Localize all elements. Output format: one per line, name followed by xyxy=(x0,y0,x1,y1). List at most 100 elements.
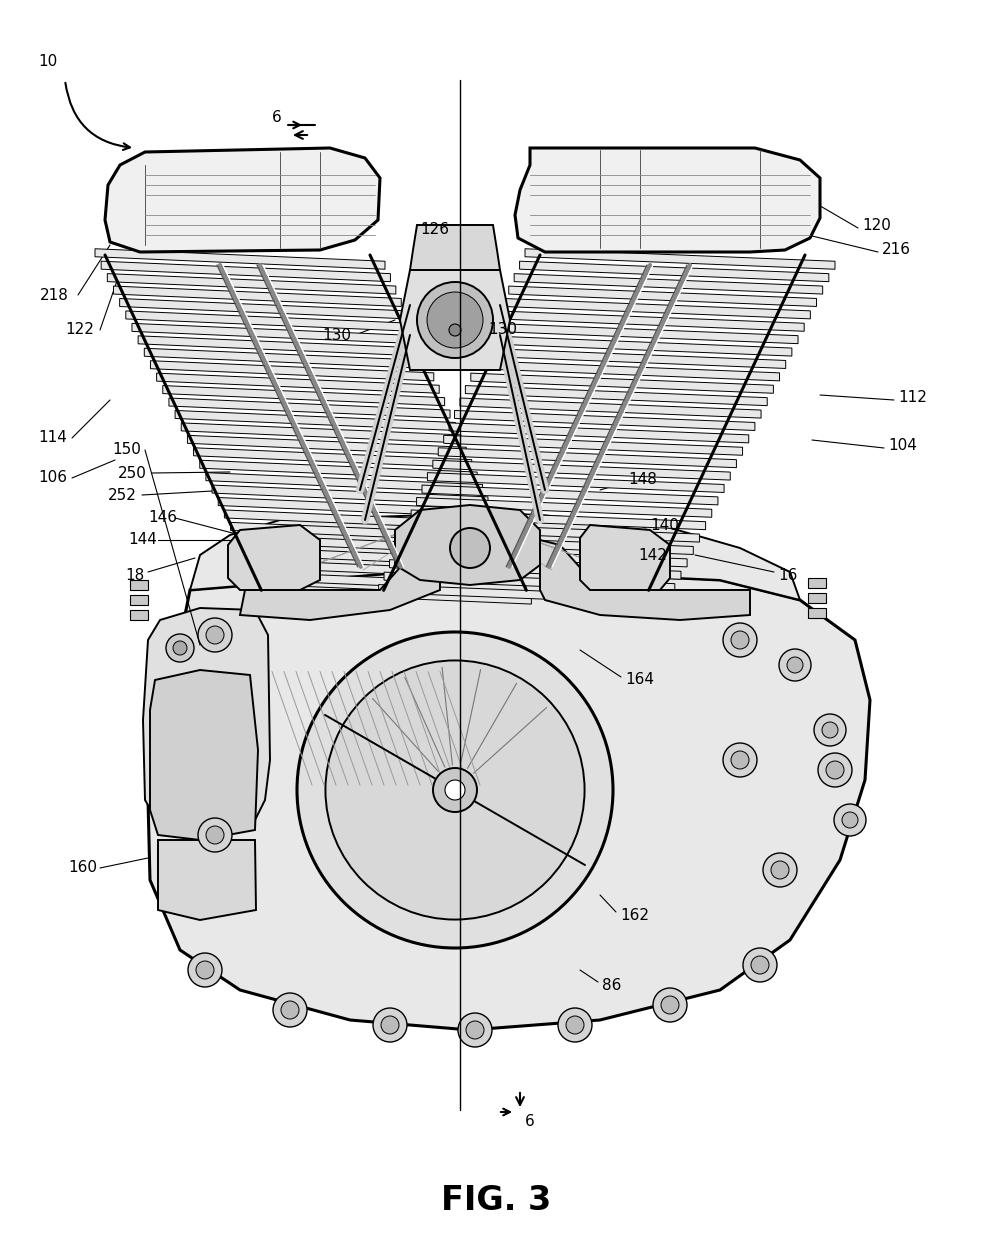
Polygon shape xyxy=(132,323,417,343)
Polygon shape xyxy=(182,423,461,443)
Circle shape xyxy=(723,742,757,777)
Bar xyxy=(808,578,826,588)
Circle shape xyxy=(450,528,490,568)
Text: 160: 160 xyxy=(68,860,97,875)
Circle shape xyxy=(458,1013,492,1047)
Circle shape xyxy=(206,826,224,844)
Polygon shape xyxy=(126,310,412,332)
Text: 106: 106 xyxy=(38,471,67,486)
Polygon shape xyxy=(236,535,509,555)
Polygon shape xyxy=(105,148,380,252)
Polygon shape xyxy=(143,608,270,830)
Text: 148: 148 xyxy=(628,472,657,487)
Circle shape xyxy=(566,1017,584,1034)
Polygon shape xyxy=(163,386,445,406)
Polygon shape xyxy=(243,547,515,567)
Polygon shape xyxy=(101,262,390,282)
Polygon shape xyxy=(213,485,488,505)
Polygon shape xyxy=(188,436,467,456)
Text: 114: 114 xyxy=(38,431,67,446)
Circle shape xyxy=(173,641,187,655)
Polygon shape xyxy=(460,398,761,418)
Polygon shape xyxy=(438,448,737,468)
Text: 146: 146 xyxy=(148,511,177,526)
Polygon shape xyxy=(487,336,791,356)
Polygon shape xyxy=(384,572,675,592)
Polygon shape xyxy=(449,423,749,443)
Polygon shape xyxy=(455,411,755,431)
Polygon shape xyxy=(228,525,320,590)
Text: 216: 216 xyxy=(882,243,911,258)
Bar xyxy=(130,595,148,605)
Circle shape xyxy=(558,1008,592,1042)
Text: 104: 104 xyxy=(888,437,917,452)
Text: 140: 140 xyxy=(650,517,679,532)
Polygon shape xyxy=(411,510,706,530)
Circle shape xyxy=(281,1002,299,1019)
Circle shape xyxy=(731,751,749,769)
Text: 10: 10 xyxy=(38,55,58,70)
Text: 126: 126 xyxy=(420,223,450,238)
Bar xyxy=(130,580,148,590)
Circle shape xyxy=(198,618,232,652)
Polygon shape xyxy=(444,436,743,456)
Polygon shape xyxy=(157,373,439,393)
Polygon shape xyxy=(158,840,256,920)
Circle shape xyxy=(273,993,307,1027)
Polygon shape xyxy=(514,274,822,294)
Circle shape xyxy=(427,292,483,348)
Circle shape xyxy=(206,626,224,644)
Text: 150: 150 xyxy=(112,442,141,457)
Polygon shape xyxy=(249,560,520,580)
Polygon shape xyxy=(151,361,434,381)
Polygon shape xyxy=(119,298,407,319)
Circle shape xyxy=(723,623,757,657)
Circle shape xyxy=(818,752,852,788)
Text: 250: 250 xyxy=(118,466,147,481)
Circle shape xyxy=(826,761,844,779)
Text: 130: 130 xyxy=(322,328,351,343)
Circle shape xyxy=(779,649,811,681)
Polygon shape xyxy=(406,522,699,542)
Text: 16: 16 xyxy=(778,567,797,582)
Polygon shape xyxy=(190,512,800,600)
Bar xyxy=(130,610,148,620)
Polygon shape xyxy=(433,461,730,480)
Polygon shape xyxy=(107,274,396,294)
Polygon shape xyxy=(255,572,526,592)
Polygon shape xyxy=(113,285,401,307)
Polygon shape xyxy=(519,262,829,282)
Circle shape xyxy=(731,631,749,649)
Polygon shape xyxy=(417,497,712,517)
Polygon shape xyxy=(144,348,428,368)
Circle shape xyxy=(373,1008,407,1042)
Polygon shape xyxy=(525,249,835,269)
Polygon shape xyxy=(261,585,531,603)
Text: FIG. 3: FIG. 3 xyxy=(441,1183,551,1217)
Text: 164: 164 xyxy=(625,672,654,687)
Circle shape xyxy=(842,813,858,828)
Text: 252: 252 xyxy=(108,487,137,502)
Text: 6: 6 xyxy=(272,110,282,125)
Circle shape xyxy=(297,632,613,948)
Circle shape xyxy=(653,988,687,1022)
Text: 6: 6 xyxy=(525,1114,535,1129)
Text: 18: 18 xyxy=(125,567,144,582)
Polygon shape xyxy=(515,148,820,252)
Polygon shape xyxy=(540,540,750,620)
Polygon shape xyxy=(175,411,456,431)
Text: 130: 130 xyxy=(488,323,517,338)
Circle shape xyxy=(814,714,846,746)
Circle shape xyxy=(326,661,585,919)
Polygon shape xyxy=(497,310,804,332)
Polygon shape xyxy=(427,473,724,492)
Circle shape xyxy=(743,948,777,982)
Circle shape xyxy=(763,853,797,886)
FancyArrowPatch shape xyxy=(66,83,130,150)
Bar xyxy=(808,608,826,618)
Polygon shape xyxy=(503,298,810,319)
Polygon shape xyxy=(508,285,816,307)
Polygon shape xyxy=(378,585,668,603)
Polygon shape xyxy=(482,348,785,368)
Text: 142: 142 xyxy=(638,547,667,562)
